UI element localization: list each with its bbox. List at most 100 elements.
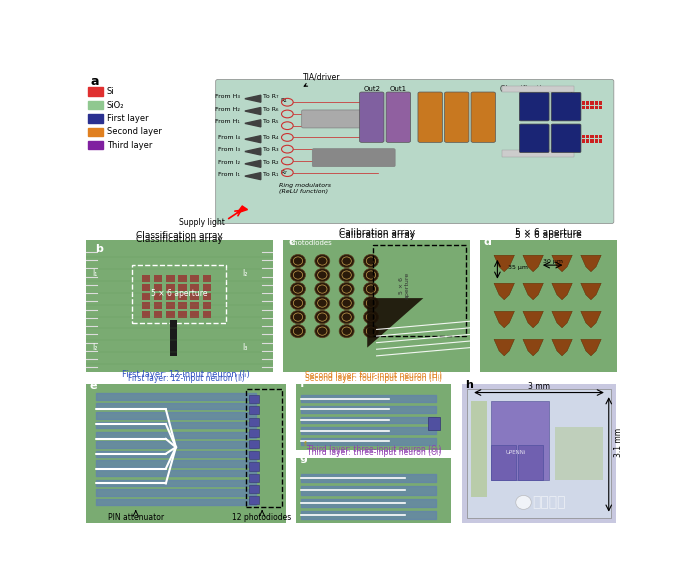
Bar xyxy=(373,245,466,336)
Polygon shape xyxy=(523,283,543,300)
FancyBboxPatch shape xyxy=(471,92,495,142)
Circle shape xyxy=(290,325,306,338)
Circle shape xyxy=(364,269,378,282)
Bar xyxy=(490,401,549,480)
Bar xyxy=(178,275,187,282)
Bar xyxy=(88,101,103,109)
Bar xyxy=(249,417,259,426)
Bar xyxy=(154,311,162,318)
Bar xyxy=(170,319,177,356)
Title: Third layer: three-input neuron (Oᵢ): Third layer: three-input neuron (Oᵢ) xyxy=(307,447,441,457)
Title: First layer: 12-input neuron (Iᵢ): First layer: 12-input neuron (Iᵢ) xyxy=(127,374,245,383)
Bar xyxy=(249,451,259,459)
Circle shape xyxy=(364,325,378,338)
Text: I₄: I₄ xyxy=(562,133,570,143)
Text: To R₄: To R₄ xyxy=(264,135,279,140)
Circle shape xyxy=(339,269,354,282)
Polygon shape xyxy=(237,206,247,213)
Circle shape xyxy=(339,310,354,323)
Text: UPENNi: UPENNi xyxy=(506,450,526,455)
Polygon shape xyxy=(581,255,601,272)
Text: PIN attenuator: PIN attenuator xyxy=(108,513,164,522)
Bar xyxy=(142,293,150,300)
Bar xyxy=(582,135,585,138)
Circle shape xyxy=(315,325,329,338)
Bar xyxy=(88,114,103,123)
Text: Si: Si xyxy=(107,87,114,96)
Bar xyxy=(178,302,187,309)
Text: I₁: I₁ xyxy=(92,269,97,278)
Circle shape xyxy=(290,282,306,296)
Bar xyxy=(142,311,150,318)
Bar xyxy=(502,151,574,157)
Bar xyxy=(154,302,162,309)
Text: I₁: I₁ xyxy=(562,102,570,112)
Text: O₁: O₁ xyxy=(393,113,404,122)
Bar xyxy=(595,101,598,105)
Bar xyxy=(88,141,103,149)
Bar xyxy=(586,101,589,105)
FancyBboxPatch shape xyxy=(519,124,549,152)
Text: TIA/driver: TIA/driver xyxy=(303,72,340,86)
Text: 5 × 6 aperture: 5 × 6 aperture xyxy=(151,289,208,299)
Bar xyxy=(190,311,199,318)
Bar xyxy=(166,311,175,318)
Bar xyxy=(132,265,226,323)
Text: From I₁: From I₁ xyxy=(218,172,240,177)
Polygon shape xyxy=(523,339,543,356)
Polygon shape xyxy=(494,255,514,272)
Text: 3 mm: 3 mm xyxy=(528,382,550,391)
Text: Supply light: Supply light xyxy=(179,218,225,228)
Circle shape xyxy=(315,296,329,310)
Text: From I₂: From I₂ xyxy=(218,159,240,165)
Text: To R₇: To R₇ xyxy=(264,95,279,99)
Text: I₂: I₂ xyxy=(242,269,247,278)
Text: H₂: H₂ xyxy=(451,113,462,122)
Polygon shape xyxy=(245,136,261,143)
Bar xyxy=(599,139,602,143)
Bar xyxy=(599,106,602,109)
Bar xyxy=(249,485,259,493)
Text: DN: 3 to 6: DN: 3 to 6 xyxy=(316,116,349,122)
Bar xyxy=(190,275,199,282)
Text: 光行天下: 光行天下 xyxy=(532,496,565,509)
Bar xyxy=(599,135,602,138)
Bar xyxy=(154,284,162,290)
Text: e: e xyxy=(90,381,97,391)
Bar xyxy=(203,293,211,300)
Bar xyxy=(582,106,585,109)
Bar xyxy=(590,106,594,109)
Bar xyxy=(249,440,259,448)
Circle shape xyxy=(339,296,354,310)
Circle shape xyxy=(516,496,532,509)
Bar xyxy=(595,135,598,138)
Bar xyxy=(249,406,259,415)
Text: Photodiodes: Photodiodes xyxy=(290,240,332,246)
FancyBboxPatch shape xyxy=(519,92,549,121)
FancyBboxPatch shape xyxy=(551,92,581,121)
Polygon shape xyxy=(552,255,572,272)
Bar xyxy=(178,284,187,290)
Circle shape xyxy=(339,255,354,268)
Polygon shape xyxy=(581,339,601,356)
Text: First layer: 12-input neuron (Iᵢ): First layer: 12-input neuron (Iᵢ) xyxy=(122,370,250,379)
Text: To R₂: To R₂ xyxy=(264,159,279,165)
Text: c: c xyxy=(288,238,295,248)
FancyBboxPatch shape xyxy=(418,92,443,142)
Bar xyxy=(166,293,175,300)
Polygon shape xyxy=(245,173,261,180)
FancyBboxPatch shape xyxy=(445,92,469,142)
Text: From I₃: From I₃ xyxy=(218,147,240,152)
Circle shape xyxy=(290,269,306,282)
Bar xyxy=(88,88,103,96)
Text: From H₁: From H₁ xyxy=(214,119,240,124)
Polygon shape xyxy=(552,283,572,300)
Bar xyxy=(471,401,487,497)
Bar xyxy=(249,462,259,470)
Bar xyxy=(190,293,199,300)
Bar xyxy=(203,311,211,318)
Text: g: g xyxy=(299,453,308,463)
Bar xyxy=(166,302,175,309)
Circle shape xyxy=(315,310,329,323)
Text: b: b xyxy=(95,243,103,253)
